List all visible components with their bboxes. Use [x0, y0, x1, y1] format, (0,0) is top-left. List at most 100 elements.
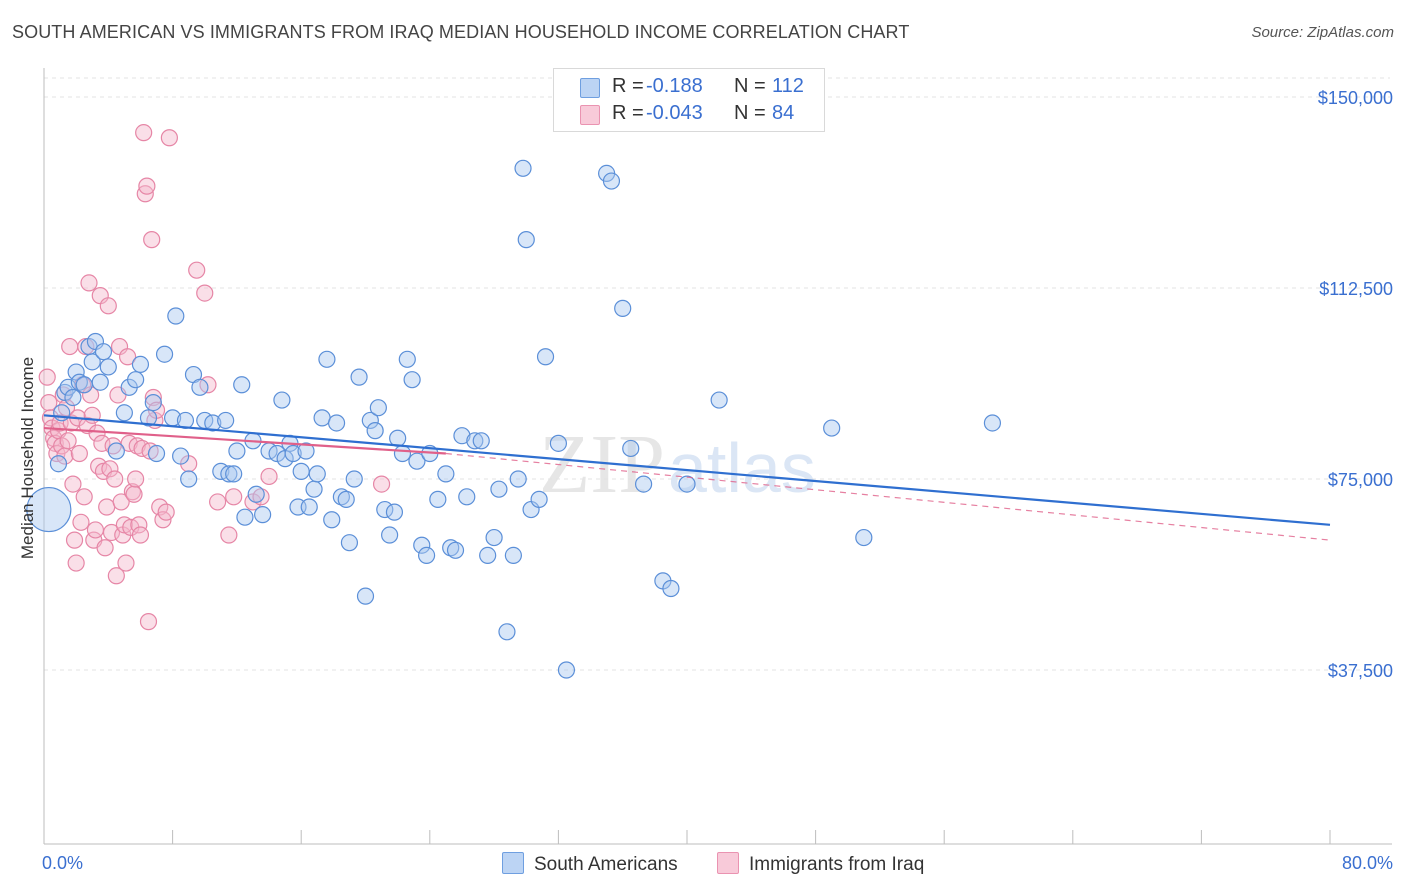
south-american-point: [366, 422, 384, 440]
south-american-point: [389, 429, 407, 447]
south-american-point: [273, 391, 291, 409]
iraq-point: [61, 337, 79, 356]
south-american-point: [337, 490, 355, 508]
south-american-point: [284, 444, 302, 463]
iraq-point: [131, 526, 150, 544]
series-iraq-points: [38, 124, 391, 631]
iraq-point: [106, 470, 124, 488]
south-american-point: [300, 498, 318, 516]
iraq-point: [93, 434, 111, 452]
iraq-point: [98, 498, 116, 516]
bottom-legend-label: South Americans: [534, 854, 678, 875]
bottom-legend-iraq: Immigrants from Iraq: [717, 852, 924, 876]
south-american-point: [356, 587, 375, 605]
iraq-point: [65, 531, 84, 549]
iraq-point: [118, 348, 137, 366]
iraq-point: [86, 521, 105, 539]
south-american-point: [217, 411, 235, 430]
south-american-point: [49, 455, 68, 473]
south-american-point: [345, 470, 363, 488]
south-american-point: [225, 465, 243, 483]
legend-swatch-blue: [580, 78, 600, 98]
south-american-point: [292, 462, 310, 480]
south-american-point: [67, 363, 85, 381]
south-american-point: [327, 414, 346, 432]
axes: [43, 68, 1392, 845]
iraq-point: [82, 386, 100, 404]
iraq-point: [188, 261, 206, 279]
south-american-point: [75, 376, 93, 394]
south-american-point: [442, 539, 460, 557]
iraq-point: [107, 567, 125, 585]
south-american-point: [509, 470, 527, 488]
south-american-point: [381, 526, 399, 544]
south-american-point: [26, 486, 72, 533]
legend-swatch-pink: [580, 105, 600, 125]
iraq-point: [125, 485, 143, 503]
south-american-point: [398, 350, 416, 368]
chart-title: SOUTH AMERICAN VS IMMIGRANTS FROM IRAQ M…: [12, 22, 910, 42]
south-american-point: [191, 378, 209, 396]
iraq-point: [196, 284, 214, 302]
iraq-point: [127, 470, 145, 488]
iraq-point: [101, 460, 119, 478]
south-american-point: [94, 343, 113, 361]
y-axis-label: Median Household Income: [18, 356, 37, 560]
south-american-point: [340, 534, 359, 552]
south-american-point: [247, 485, 265, 503]
south-american-point: [504, 546, 522, 565]
legend-r-value: -0.188: [646, 75, 703, 97]
south-american-point: [453, 427, 471, 445]
legend-r-label: R =: [612, 102, 644, 124]
iraq-point: [67, 554, 85, 572]
legend-n-label: N =: [734, 102, 766, 124]
iraq-point: [260, 467, 278, 486]
south-american-point: [517, 231, 535, 249]
south-american-point: [139, 409, 158, 427]
y-tick-label: $75,000: [1328, 470, 1393, 490]
bottom-legend-south-americans: South Americans: [502, 852, 678, 876]
correlation-legend: R = -0.188 N = 112 R = -0.043 N = 84: [553, 68, 825, 132]
south-american-point: [614, 299, 632, 317]
south-american-point: [823, 419, 841, 437]
south-american-point: [167, 307, 185, 325]
south-american-point: [622, 439, 640, 458]
legend-r-value: -0.043: [646, 102, 703, 124]
x-tick-label: 80.0%: [1342, 853, 1393, 873]
iraq-point: [220, 526, 238, 544]
south-american-point: [180, 470, 198, 488]
south-american-point: [530, 490, 548, 508]
south-american-point: [70, 373, 88, 391]
south-american-point: [228, 442, 246, 460]
iraq-point: [209, 493, 227, 511]
y-tick-label: $112,500: [1319, 279, 1393, 299]
south-american-point: [297, 442, 315, 460]
iraq-point: [144, 388, 162, 407]
iraq-trend-extension: [445, 452, 1331, 541]
legend-n-label: N =: [734, 75, 766, 97]
iraq-point: [99, 297, 117, 315]
south-american-point: [417, 546, 436, 565]
iraq-point: [90, 457, 108, 475]
south-american-point: [107, 442, 125, 460]
south-american-point: [549, 434, 568, 452]
south-american-point: [446, 541, 465, 559]
south-american-point: [83, 353, 101, 371]
south-american-point: [305, 480, 323, 498]
iraq-point: [139, 613, 158, 631]
bottom-legend-swatch-pink: [717, 852, 739, 874]
south-american-point: [385, 503, 404, 521]
iraq-point: [252, 488, 270, 506]
south-american-point: [514, 159, 532, 177]
y-tick-label: $37,500: [1328, 661, 1393, 681]
iraq-point: [64, 475, 82, 493]
south-american-point: [602, 172, 621, 190]
iraq-point: [80, 274, 98, 292]
iraq-point: [117, 554, 135, 572]
south-american-point: [313, 409, 331, 427]
gridlines: [44, 77, 1390, 671]
south-american-point: [498, 623, 516, 641]
iraq-point: [96, 539, 114, 557]
south-american-point: [233, 376, 251, 394]
south-american-point: [172, 447, 190, 465]
